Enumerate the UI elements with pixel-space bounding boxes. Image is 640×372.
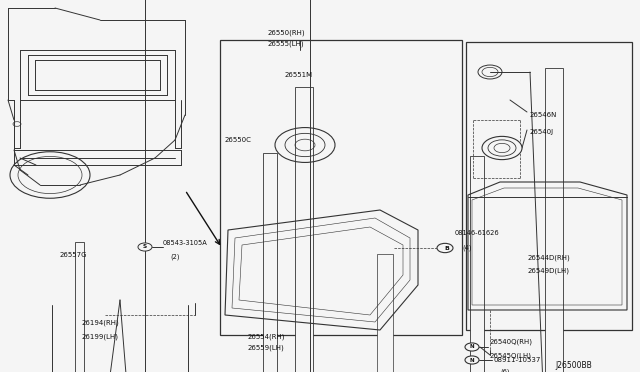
Text: 26194(RH): 26194(RH) (82, 320, 120, 326)
Text: 26557G: 26557G (60, 252, 88, 258)
Circle shape (138, 243, 152, 251)
Bar (545, 68, 563, 372)
Text: N: N (470, 357, 474, 362)
Text: 26550C: 26550C (225, 137, 252, 143)
Text: (4): (4) (462, 245, 472, 251)
Text: 26546N: 26546N (530, 112, 557, 118)
Text: 26540J: 26540J (530, 129, 554, 135)
Text: 08146-61626: 08146-61626 (455, 230, 500, 236)
Text: 26550(RH): 26550(RH) (268, 30, 306, 36)
Text: 08543-3105A: 08543-3105A (163, 240, 208, 246)
Circle shape (465, 343, 479, 351)
Text: 08911-10537: 08911-10537 (493, 357, 540, 363)
Text: J26500BB: J26500BB (555, 360, 592, 369)
Text: (2): (2) (170, 254, 179, 260)
Text: 26554(RH): 26554(RH) (248, 334, 285, 340)
Text: 26545Q(LH): 26545Q(LH) (490, 353, 532, 359)
Text: 26540Q(RH): 26540Q(RH) (490, 339, 533, 345)
Text: 26549D(LH): 26549D(LH) (528, 268, 570, 274)
Text: 26551M: 26551M (285, 72, 313, 78)
Circle shape (482, 137, 522, 160)
Text: 26199(LH): 26199(LH) (82, 334, 119, 340)
Bar (263, 153, 277, 372)
Circle shape (465, 356, 479, 364)
Text: N: N (470, 344, 474, 350)
Text: 26559(LH): 26559(LH) (248, 345, 285, 351)
Bar (220, 40, 462, 335)
Bar (295, 87, 313, 372)
Bar (377, 254, 393, 372)
Circle shape (437, 243, 453, 253)
Bar (470, 156, 484, 372)
Bar (466, 42, 632, 330)
Text: 26544D(RH): 26544D(RH) (528, 255, 571, 261)
Text: B: B (445, 246, 449, 250)
Text: S: S (143, 244, 147, 250)
Text: 26555(LH): 26555(LH) (268, 41, 305, 47)
Text: (6): (6) (500, 369, 509, 372)
Bar (75, 242, 84, 372)
